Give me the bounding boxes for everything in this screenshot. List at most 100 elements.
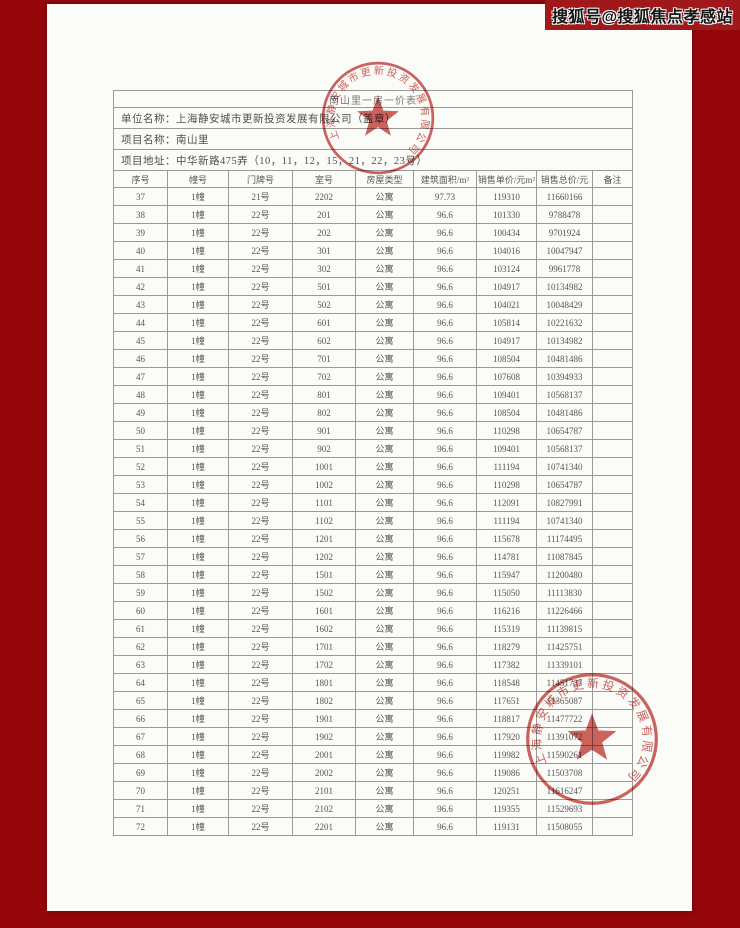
table-cell: 10394933 bbox=[536, 367, 593, 386]
table-cell: 109401 bbox=[476, 385, 537, 404]
table-cell: 66 bbox=[113, 709, 168, 728]
table-cell bbox=[591, 511, 634, 530]
table-cell: 1幢 bbox=[167, 763, 229, 782]
table-cell: 116216 bbox=[476, 601, 537, 620]
table-cell: 96.6 bbox=[413, 277, 477, 296]
table-cell bbox=[591, 223, 634, 242]
table-cell: 115050 bbox=[476, 583, 537, 602]
table-cell bbox=[591, 241, 634, 260]
table-cell: 104016 bbox=[476, 241, 537, 260]
table-cell: 115678 bbox=[476, 529, 537, 548]
table-cell: 96.6 bbox=[413, 781, 477, 800]
table-row: 60 1幢 22号 1601 公寓 96.6 116216 11226466 bbox=[113, 601, 634, 620]
table-row: 41 1幢 22号 302 公寓 96.6 103124 9961778 bbox=[113, 259, 634, 278]
table-cell: 1002 bbox=[292, 475, 356, 494]
project-name-value: 南山里 bbox=[176, 134, 209, 146]
table-cell bbox=[591, 259, 634, 278]
table-cell: 117651 bbox=[476, 691, 537, 710]
table-row: 50 1幢 22号 901 公寓 96.6 110298 10654787 bbox=[113, 421, 634, 440]
col-header-door-number: 门牌号 bbox=[228, 170, 293, 188]
table-cell: 21号 bbox=[228, 187, 293, 206]
table-row: 61 1幢 22号 1602 公寓 96.6 115319 11139815 bbox=[113, 619, 634, 638]
table-row: 71 1幢 22号 2102 公寓 96.6 119355 11529693 bbox=[113, 799, 634, 818]
table-row: 64 1幢 22号 1801 公寓 96.6 118548 11451737 bbox=[113, 673, 634, 692]
table-cell: 70 bbox=[113, 781, 168, 800]
table-cell: 10654787 bbox=[536, 421, 593, 440]
table-cell: 10741340 bbox=[536, 457, 593, 476]
table-cell: 1幢 bbox=[167, 637, 229, 656]
table-cell: 44 bbox=[113, 313, 168, 332]
unit-name-label: 单位名称： bbox=[121, 113, 176, 125]
table-row: 62 1幢 22号 1701 公寓 96.6 118279 11425751 bbox=[113, 637, 634, 656]
table-cell: 602 bbox=[292, 331, 356, 350]
table-cell: 1001 bbox=[292, 457, 356, 476]
table-cell: 10741340 bbox=[536, 511, 593, 530]
table-cell: 1幢 bbox=[167, 619, 229, 638]
table-cell: 115319 bbox=[476, 619, 537, 638]
table-cell: 公寓 bbox=[355, 421, 414, 440]
table-cell: 111194 bbox=[476, 457, 537, 476]
table-cell: 22号 bbox=[228, 367, 293, 386]
table-cell: 96.6 bbox=[413, 817, 477, 836]
table-cell: 2202 bbox=[292, 187, 356, 206]
table-cell: 1幢 bbox=[167, 475, 229, 494]
table-cell: 1502 bbox=[292, 583, 356, 602]
table-cell bbox=[591, 385, 634, 404]
table-cell: 公寓 bbox=[355, 709, 414, 728]
table-cell: 公寓 bbox=[355, 493, 414, 512]
table-cell: 61 bbox=[113, 619, 168, 638]
table-cell: 96.6 bbox=[413, 547, 477, 566]
table-cell: 105814 bbox=[476, 313, 537, 332]
table-cell: 10481486 bbox=[536, 349, 593, 368]
table-row: 49 1幢 22号 802 公寓 96.6 108504 10481486 bbox=[113, 403, 634, 422]
table-cell: 22号 bbox=[228, 421, 293, 440]
table-cell: 22号 bbox=[228, 493, 293, 512]
table-cell: 1601 bbox=[292, 601, 356, 620]
table-cell: 1幢 bbox=[167, 493, 229, 512]
table-cell: 107608 bbox=[476, 367, 537, 386]
table-row: 38 1幢 22号 201 公寓 96.6 101330 9788478 bbox=[113, 205, 634, 224]
table-cell: 802 bbox=[292, 403, 356, 422]
table-cell: 公寓 bbox=[355, 547, 414, 566]
table-cell: 41 bbox=[113, 259, 168, 278]
table-cell: 96.6 bbox=[413, 637, 477, 656]
table-row: 44 1幢 22号 601 公寓 96.6 105814 10221632 bbox=[113, 313, 634, 332]
table-cell: 110298 bbox=[476, 475, 537, 494]
table-cell: 9788478 bbox=[536, 205, 593, 224]
table-cell: 11391072 bbox=[536, 727, 593, 746]
watermark-band: 搜狐号@搜狐焦点孝感站 bbox=[545, 0, 740, 30]
table-cell: 1幢 bbox=[167, 709, 229, 728]
table-cell: 96.6 bbox=[413, 799, 477, 818]
table-cell: 10568137 bbox=[536, 439, 593, 458]
table-cell: 112091 bbox=[476, 493, 537, 512]
info-row-unit-name: 单位名称：上海静安城市更新投资发展有限公司（盖章） bbox=[112, 107, 634, 129]
table-cell: 50 bbox=[113, 421, 168, 440]
table-cell: 1幢 bbox=[167, 511, 229, 530]
table-cell: 22号 bbox=[228, 583, 293, 602]
table-cell: 55 bbox=[113, 511, 168, 530]
table-cell: 119310 bbox=[476, 187, 537, 206]
table-cell: 22号 bbox=[228, 673, 293, 692]
table-cell: 22号 bbox=[228, 349, 293, 368]
table-cell bbox=[591, 709, 634, 728]
table-cell bbox=[591, 799, 634, 818]
table-header-row: 序号 幢号 门牌号 室号 房屋类型 建筑面积/m² 销售单价/元m² 销售总价/… bbox=[113, 170, 634, 188]
table-cell: 公寓 bbox=[355, 745, 414, 764]
table-cell: 1幢 bbox=[167, 295, 229, 314]
table-cell: 902 bbox=[292, 439, 356, 458]
table-cell bbox=[591, 277, 634, 296]
table-cell: 119982 bbox=[476, 745, 537, 764]
table-cell: 37 bbox=[113, 187, 168, 206]
table-cell: 96.6 bbox=[413, 619, 477, 638]
table-row: 66 1幢 22号 1901 公寓 96.6 118817 11477722 bbox=[113, 709, 634, 728]
table-cell: 22号 bbox=[228, 331, 293, 350]
table-cell: 22号 bbox=[228, 547, 293, 566]
table-cell: 96.6 bbox=[413, 601, 477, 620]
table-cell: 10221632 bbox=[536, 313, 593, 332]
table-cell: 1幢 bbox=[167, 439, 229, 458]
table-cell: 96.6 bbox=[413, 655, 477, 674]
table-cell bbox=[591, 331, 634, 350]
table-cell: 96.6 bbox=[413, 205, 477, 224]
table-row: 70 1幢 22号 2101 公寓 96.6 120251 11616247 bbox=[113, 781, 634, 800]
table-cell bbox=[591, 457, 634, 476]
